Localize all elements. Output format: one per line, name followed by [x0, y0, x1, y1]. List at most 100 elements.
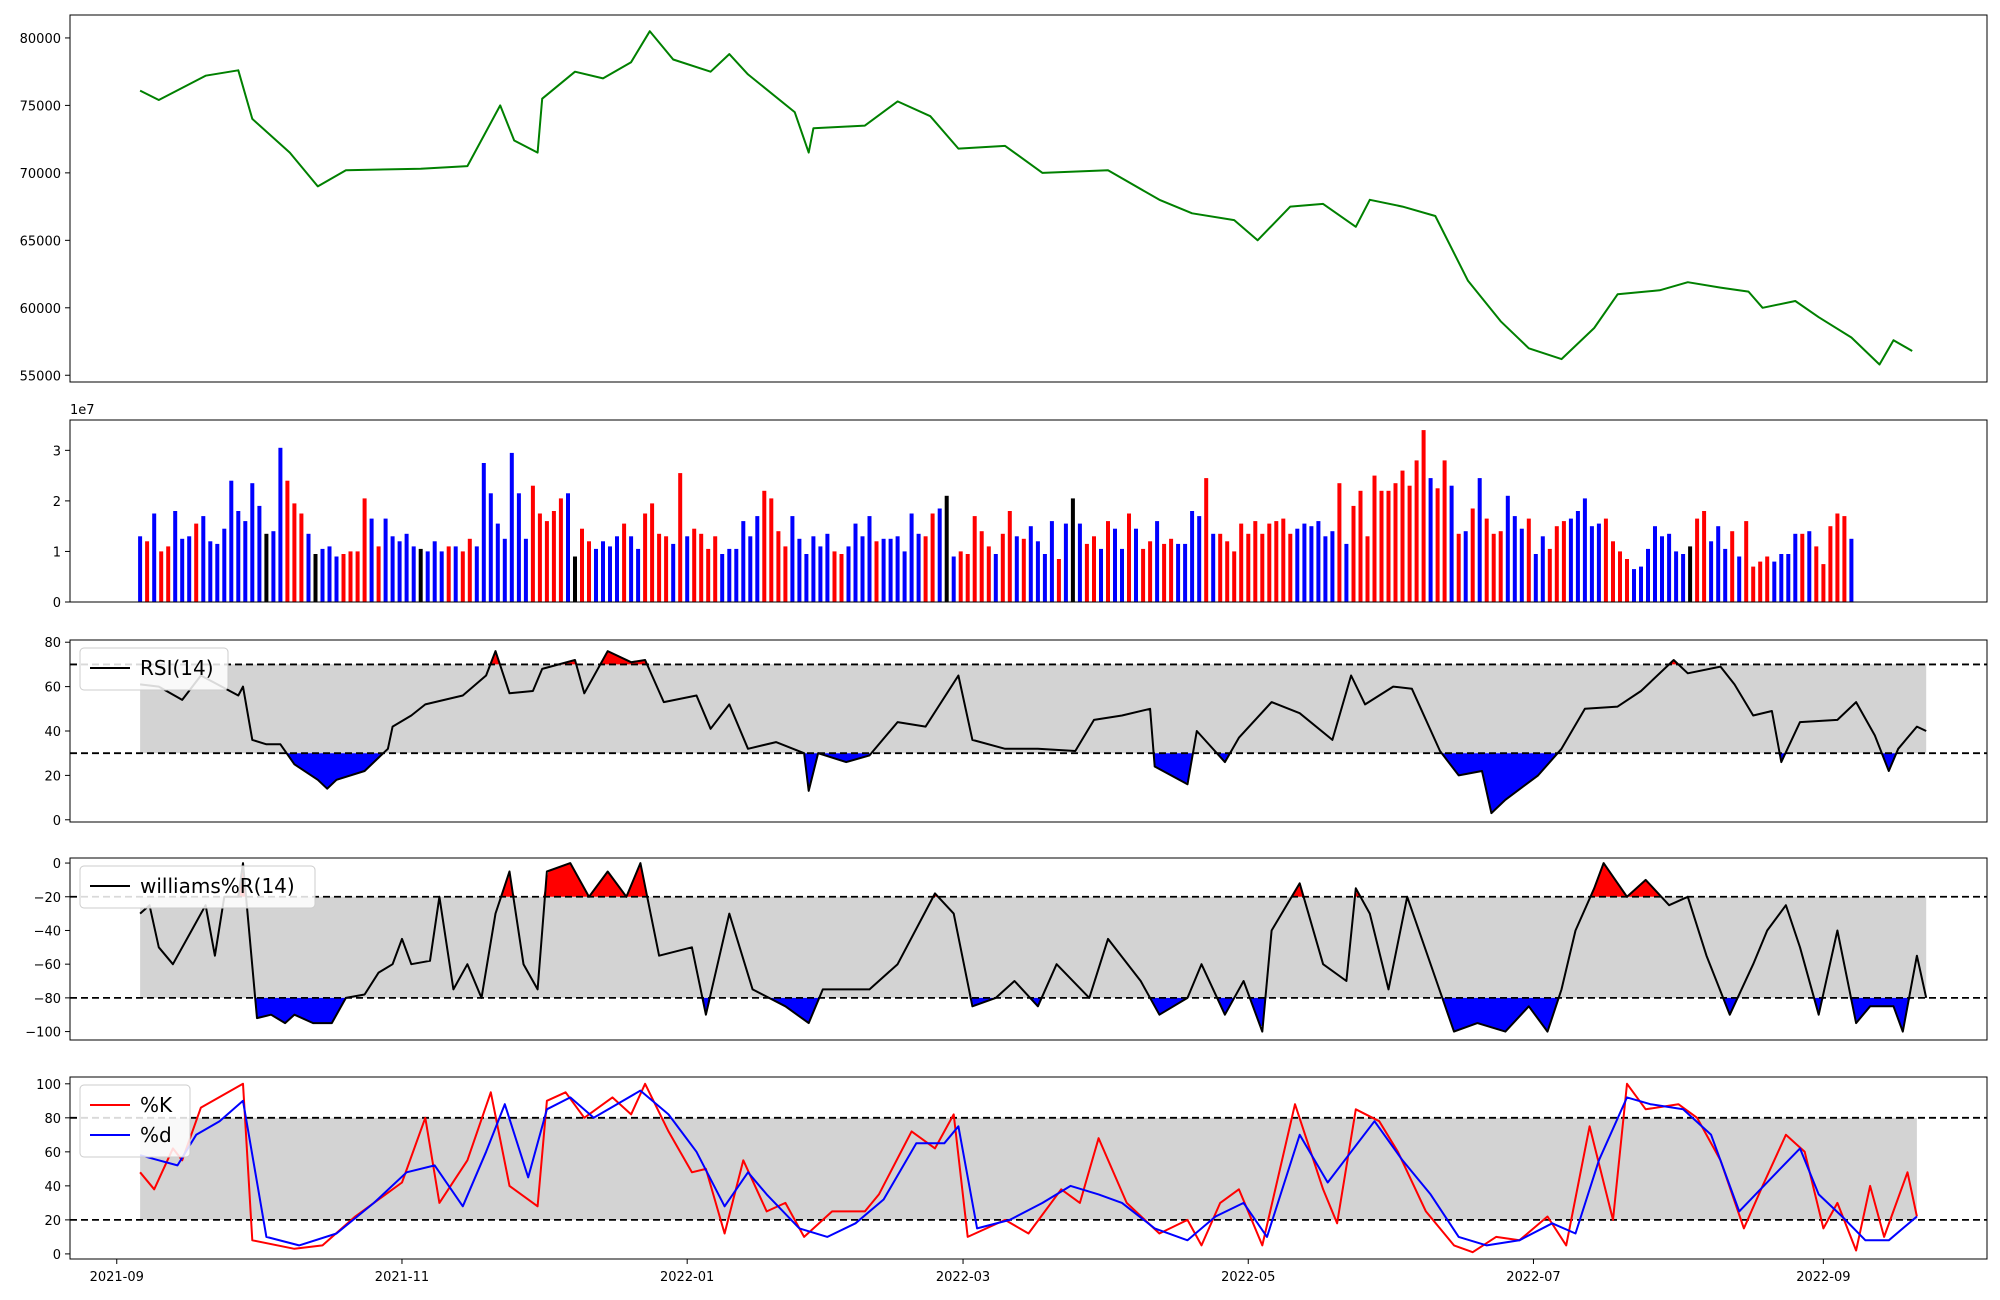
- volume-bar: [1660, 536, 1664, 602]
- price-line: [139, 30, 1913, 366]
- stochastic-ytick-label: 40: [44, 1180, 61, 1195]
- price-panel: 55000 60000 65000 70000 75000 80000: [20, 14, 1988, 384]
- rsi-legend-label: RSI(14): [140, 656, 214, 680]
- volume-bar: [671, 543, 676, 602]
- volume-bar: [1337, 483, 1342, 602]
- volume-bar: [292, 503, 297, 602]
- volume-bar: [1709, 541, 1714, 602]
- volume-bar: [972, 516, 977, 602]
- stochastic-axes-frame: [69, 1076, 1988, 1260]
- volume-bar: [1772, 561, 1777, 602]
- volume-bar: [1113, 528, 1117, 602]
- volume-bar: [1498, 531, 1503, 602]
- volume-bar: [138, 536, 143, 602]
- williams-legend-label: williams%R(14): [140, 874, 295, 898]
- volume-bar: [152, 513, 157, 602]
- volume-bar: [1744, 521, 1749, 602]
- rsi-ytick-label: 80: [44, 636, 61, 651]
- williams-ytick-label: −100: [25, 1026, 61, 1041]
- volume-bar: [1786, 554, 1791, 602]
- volume-bar: [1737, 556, 1742, 602]
- volume-bar: [1611, 541, 1615, 602]
- rsi-series-line-1: [139, 650, 1927, 815]
- volume-bar: [1603, 518, 1608, 602]
- volume-bar: [1084, 543, 1089, 602]
- volume-bar: [180, 538, 185, 602]
- volume-bar: [1702, 511, 1707, 602]
- volume-bar: [601, 541, 605, 602]
- volume-bar: [453, 546, 458, 602]
- volume-bar: [551, 511, 556, 602]
- volume-bar: [1547, 548, 1552, 602]
- volume-bar: [1134, 528, 1138, 602]
- volume-panel: 0 1 2 3: [53, 419, 1988, 611]
- volume-bar: [1000, 533, 1005, 603]
- williams-ytick-label: −20: [34, 891, 61, 906]
- x-tick-label: 2022-05: [1221, 1270, 1275, 1285]
- volume-bar: [762, 490, 767, 602]
- volume-bar: [285, 480, 290, 602]
- volume-bar: [460, 551, 465, 602]
- volume-bar: [1400, 470, 1405, 602]
- volume-bar: [1281, 518, 1286, 602]
- volume-bar: [811, 536, 816, 602]
- volume-bar: [516, 493, 521, 602]
- volume-bar: [685, 536, 690, 602]
- volume-bar: [1505, 495, 1510, 602]
- volume-bar: [986, 546, 991, 602]
- price-ytick-label: 75000: [20, 99, 61, 114]
- stochastic-ytick-label: 60: [44, 1146, 61, 1161]
- volume-bar: [1232, 551, 1237, 602]
- x-tick-label: 2022-03: [936, 1270, 990, 1285]
- volume-bar: [1239, 523, 1244, 602]
- volume-bar: [853, 523, 858, 602]
- volume-bar: [1148, 541, 1153, 602]
- volume-bar: [797, 538, 802, 602]
- volume-bar: [1288, 533, 1293, 603]
- volume-bar: [1021, 538, 1026, 602]
- price-axes-frame: [69, 14, 1988, 383]
- volume-bar: [867, 516, 872, 602]
- volume-bar: [1568, 518, 1573, 602]
- stochastic-legend-label: %d: [140, 1123, 172, 1147]
- volume-bar: [1758, 561, 1763, 602]
- volume-bar: [1456, 533, 1461, 603]
- volume-bar: [215, 543, 220, 602]
- volume-bar: [229, 480, 234, 602]
- volume-bar: [958, 551, 963, 602]
- volume-bar: [1330, 531, 1335, 602]
- volume-bar: [481, 463, 486, 602]
- volume-bar: [362, 498, 367, 602]
- volume-ytick-label: 1: [53, 545, 61, 560]
- volume-bar: [657, 533, 662, 603]
- volume-bar: [1127, 513, 1131, 602]
- williams-ytick-label: −80: [34, 992, 61, 1007]
- volume-bar: [271, 531, 276, 602]
- volume-bar: [860, 536, 865, 602]
- volume-bar: [222, 528, 227, 602]
- volume-bar: [755, 516, 760, 602]
- volume-bar: [383, 518, 388, 602]
- price-ytick-label: 60000: [20, 302, 61, 317]
- volume-bar: [1169, 538, 1174, 602]
- volume-ytick-label: 2: [53, 495, 61, 510]
- volume-bar: [888, 538, 893, 602]
- volume-bar: [1099, 548, 1103, 602]
- volume-bar: [1512, 516, 1517, 602]
- stochastic-legend-box: [79, 1084, 191, 1158]
- volume-bar: [930, 513, 935, 602]
- x-tick-label: 2022-07: [1506, 1270, 1560, 1285]
- volume-bar: [727, 548, 732, 602]
- volume-bar: [1407, 485, 1412, 602]
- volume-bar: [1821, 564, 1826, 602]
- stochastic-ytick-label: 0: [53, 1248, 61, 1263]
- volume-bar: [1632, 569, 1636, 602]
- x-tick-label: 2021-11: [375, 1270, 429, 1285]
- volume-bar: [587, 541, 591, 602]
- volume-bar: [1667, 533, 1672, 603]
- volume-bar: [1246, 533, 1251, 603]
- volume-bar: [594, 548, 598, 602]
- volume-bar: [236, 511, 241, 602]
- volume-bar: [1056, 559, 1061, 602]
